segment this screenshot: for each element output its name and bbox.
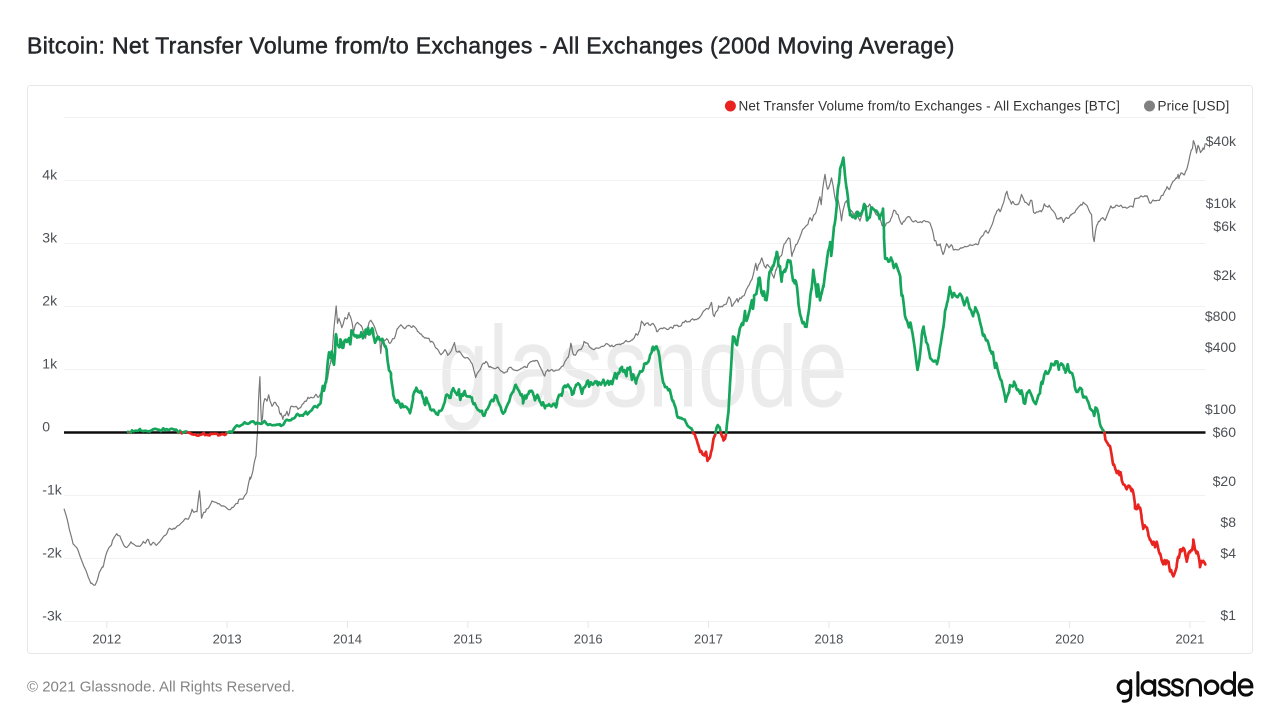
svg-text:$6k: $6k: [1213, 218, 1237, 234]
svg-text:2012: 2012: [92, 632, 121, 647]
svg-text:2019: 2019: [935, 632, 964, 647]
svg-text:-1k: -1k: [42, 482, 62, 498]
svg-text:2020: 2020: [1055, 632, 1084, 647]
svg-text:-2k: -2k: [42, 545, 62, 561]
svg-text:$1: $1: [1220, 607, 1236, 623]
svg-text:$10k: $10k: [1206, 195, 1237, 211]
svg-text:$100: $100: [1205, 401, 1236, 417]
svg-text:2021: 2021: [1175, 632, 1204, 647]
svg-text:2k: 2k: [42, 293, 58, 309]
svg-text:2014: 2014: [333, 632, 362, 647]
svg-text:$40k: $40k: [1206, 133, 1237, 149]
svg-text:2018: 2018: [814, 632, 843, 647]
svg-text:-3k: -3k: [42, 608, 62, 624]
svg-text:$8: $8: [1220, 514, 1236, 530]
svg-text:© 2021 Glassnode. All Rights R: © 2021 Glassnode. All Rights Reserved.: [27, 679, 295, 696]
svg-text:2017: 2017: [694, 632, 723, 647]
svg-text:2016: 2016: [574, 632, 603, 647]
svg-text:$20: $20: [1213, 473, 1237, 489]
svg-text:0: 0: [42, 419, 50, 435]
svg-text:$60: $60: [1213, 424, 1237, 440]
svg-text:$400: $400: [1205, 339, 1236, 355]
svg-text:2013: 2013: [213, 632, 242, 647]
svg-text:Bitcoin: Net Transfer Volume f: Bitcoin: Net Transfer Volume from/to Exc…: [27, 33, 955, 59]
svg-text:$2k: $2k: [1213, 267, 1237, 283]
svg-text:Price [USD]: Price [USD]: [1158, 99, 1230, 114]
svg-text:Net Transfer Volume from/to Ex: Net Transfer Volume from/to Exchanges - …: [739, 99, 1121, 114]
svg-text:3k: 3k: [42, 230, 58, 246]
svg-text:$4: $4: [1220, 545, 1236, 561]
svg-text:2015: 2015: [453, 632, 482, 647]
svg-text:4k: 4k: [42, 167, 58, 183]
svg-text:1k: 1k: [42, 356, 58, 372]
svg-text:$800: $800: [1205, 308, 1236, 324]
